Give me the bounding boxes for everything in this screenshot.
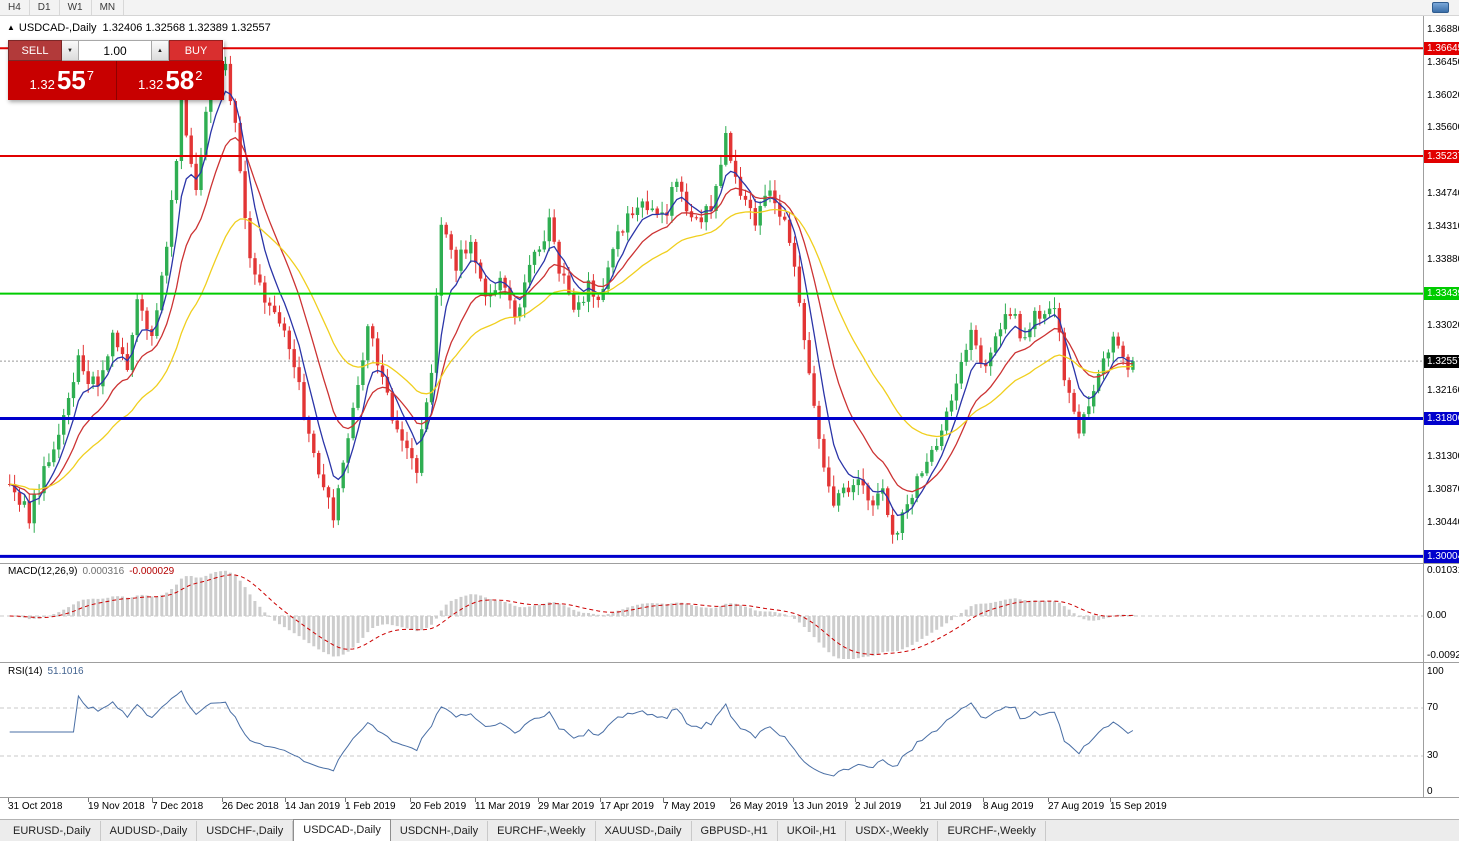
chart-tab-ukoil-h1[interactable]: UKOil-,H1 — [778, 820, 847, 841]
price-scale-tick: 1.34310 — [1427, 220, 1459, 232]
rsi-scale-label: 100 — [1427, 666, 1444, 677]
one-click-trading-panel: SELL ▼ ▲ BUY 1.32 55 7 1.32 58 2 — [8, 40, 224, 100]
rsi-name: RSI(14) — [8, 666, 43, 677]
rsi-scale-label: 30 — [1427, 750, 1439, 761]
buy-button[interactable]: BUY — [169, 40, 223, 61]
sell-button[interactable]: SELL — [8, 40, 62, 61]
price-scale-tick: 1.33880 — [1427, 253, 1459, 265]
macd-scale-label: 0.01031 — [1427, 564, 1459, 576]
chart-tabs-bar: EURUSD-,Daily AUDUSD-,Daily USDCHF-,Daily U… — [0, 818, 1459, 841]
chart-tab-eurusd-daily[interactable]: EURUSD-,Daily — [4, 820, 101, 841]
chart-title: ▲ USDCAD-,Daily 1.32406 1.32568 1.32389 1.… — [7, 22, 271, 34]
chart-tab-usdcad-daily[interactable]: USDCAD-,Daily — [293, 818, 391, 841]
current-price-tag: 1.32557 — [1424, 354, 1459, 368]
price-scale-tick: 1.36450 — [1427, 57, 1459, 69]
macd-signal-value: -0.000029 — [129, 566, 175, 577]
chart-tab-xauusd-daily[interactable]: XAUUSD-,Daily — [596, 820, 692, 841]
price-scale-tick: 1.34740 — [1427, 188, 1459, 200]
rsi-scale-label: 0 — [1427, 786, 1433, 797]
rsi-indicator-label: RSI(14) 51.1016 — [8, 666, 84, 677]
buy-price-display[interactable]: 1.32 58 2 — [116, 61, 224, 100]
order-controls-row: SELL ▼ ▲ BUY — [8, 40, 224, 61]
timeframe-button-d1[interactable]: D1 — [30, 0, 60, 15]
chart-tab-usdchf-daily[interactable]: USDCHF-,Daily — [197, 820, 294, 841]
rsi-value: 51.1016 — [47, 666, 84, 677]
timeframe-button-w1[interactable]: W1 — [60, 0, 92, 15]
buy-price-pipette: 2 — [195, 68, 203, 83]
collapse-triangle-icon[interactable]: ▲ — [7, 23, 15, 32]
macd-name: MACD(12,26,9) — [8, 566, 78, 577]
chart-tab-eurchf-weekly[interactable]: EURCHF-,Weekly — [488, 820, 596, 841]
timeframe-button-h4[interactable]: H4 — [0, 0, 30, 15]
volume-decrease-button[interactable]: ▼ — [62, 40, 79, 61]
buy-price-prefix: 1.32 — [138, 77, 164, 92]
price-level-tag: 1.36645 — [1424, 41, 1459, 55]
price-scale-tick: 1.36880 — [1427, 24, 1459, 36]
bid-ask-row: 1.32 55 7 1.32 58 2 — [8, 61, 224, 100]
timeframe-toolbar: H4 D1 W1 MN — [0, 0, 1459, 16]
chart-window-icon[interactable] — [1432, 2, 1449, 13]
macd-indicator-label: MACD(12,26,9) 0.000316 -0.000029 — [8, 566, 174, 577]
timeframe-button-mn[interactable]: MN — [92, 0, 125, 15]
price-scale-tick: 1.35600 — [1427, 122, 1459, 134]
price-level-tag: 1.31806 — [1424, 412, 1459, 426]
sell-price-pipette: 7 — [86, 68, 94, 83]
sell-price-big: 55 — [56, 65, 86, 95]
rsi-scale-label: 70 — [1427, 702, 1439, 713]
chart-tab-gbpusd-h1[interactable]: GBPUSD-,H1 — [692, 820, 778, 841]
macd-scale-label: 0.00 — [1427, 610, 1447, 621]
sell-price-prefix: 1.32 — [29, 77, 55, 92]
price-level-tag: 1.30004 — [1424, 549, 1459, 563]
price-scale-tick: 1.36020 — [1427, 90, 1459, 102]
macd-scale-label: -0.00920 — [1427, 650, 1459, 662]
buy-price-big: 58 — [165, 65, 195, 95]
price-level-tag: 1.35237 — [1424, 149, 1459, 163]
price-scale-tick: 1.33020 — [1427, 319, 1459, 331]
chart-tab-usdx-weekly[interactable]: USDX-,Weekly — [846, 820, 939, 841]
price-scale-tick: 1.31300 — [1427, 451, 1459, 463]
volume-input[interactable] — [79, 40, 152, 61]
price-scale[interactable]: 1.36880 1.36450 1.36020 1.35600 1.34740 1.343… — [1424, 0, 1459, 841]
chart-tab-usdcnh-daily[interactable]: USDCNH-,Daily — [391, 820, 489, 841]
price-scale-tick: 1.30440 — [1427, 517, 1459, 528]
chart-tab-audusd-daily[interactable]: AUDUSD-,Daily — [101, 820, 198, 841]
chart-tab-eurchf-weekly[interactable]: EURCHF-,Weekly — [938, 820, 1046, 841]
price-level-tag: 1.33439 — [1424, 287, 1459, 301]
ohlc-values: 1.32406 1.32568 1.32389 1.32557 — [102, 22, 271, 34]
sell-price-display[interactable]: 1.32 55 7 — [8, 61, 116, 100]
price-scale-tick: 1.32160 — [1427, 385, 1459, 397]
symbol-title: USDCAD-,Daily — [18, 22, 97, 34]
macd-main-value: 0.000316 — [82, 566, 125, 577]
price-scale-tick: 1.30870 — [1427, 484, 1459, 496]
timeframe-buttons: H4 D1 W1 MN — [0, 0, 125, 15]
volume-increase-button[interactable]: ▲ — [152, 40, 169, 61]
